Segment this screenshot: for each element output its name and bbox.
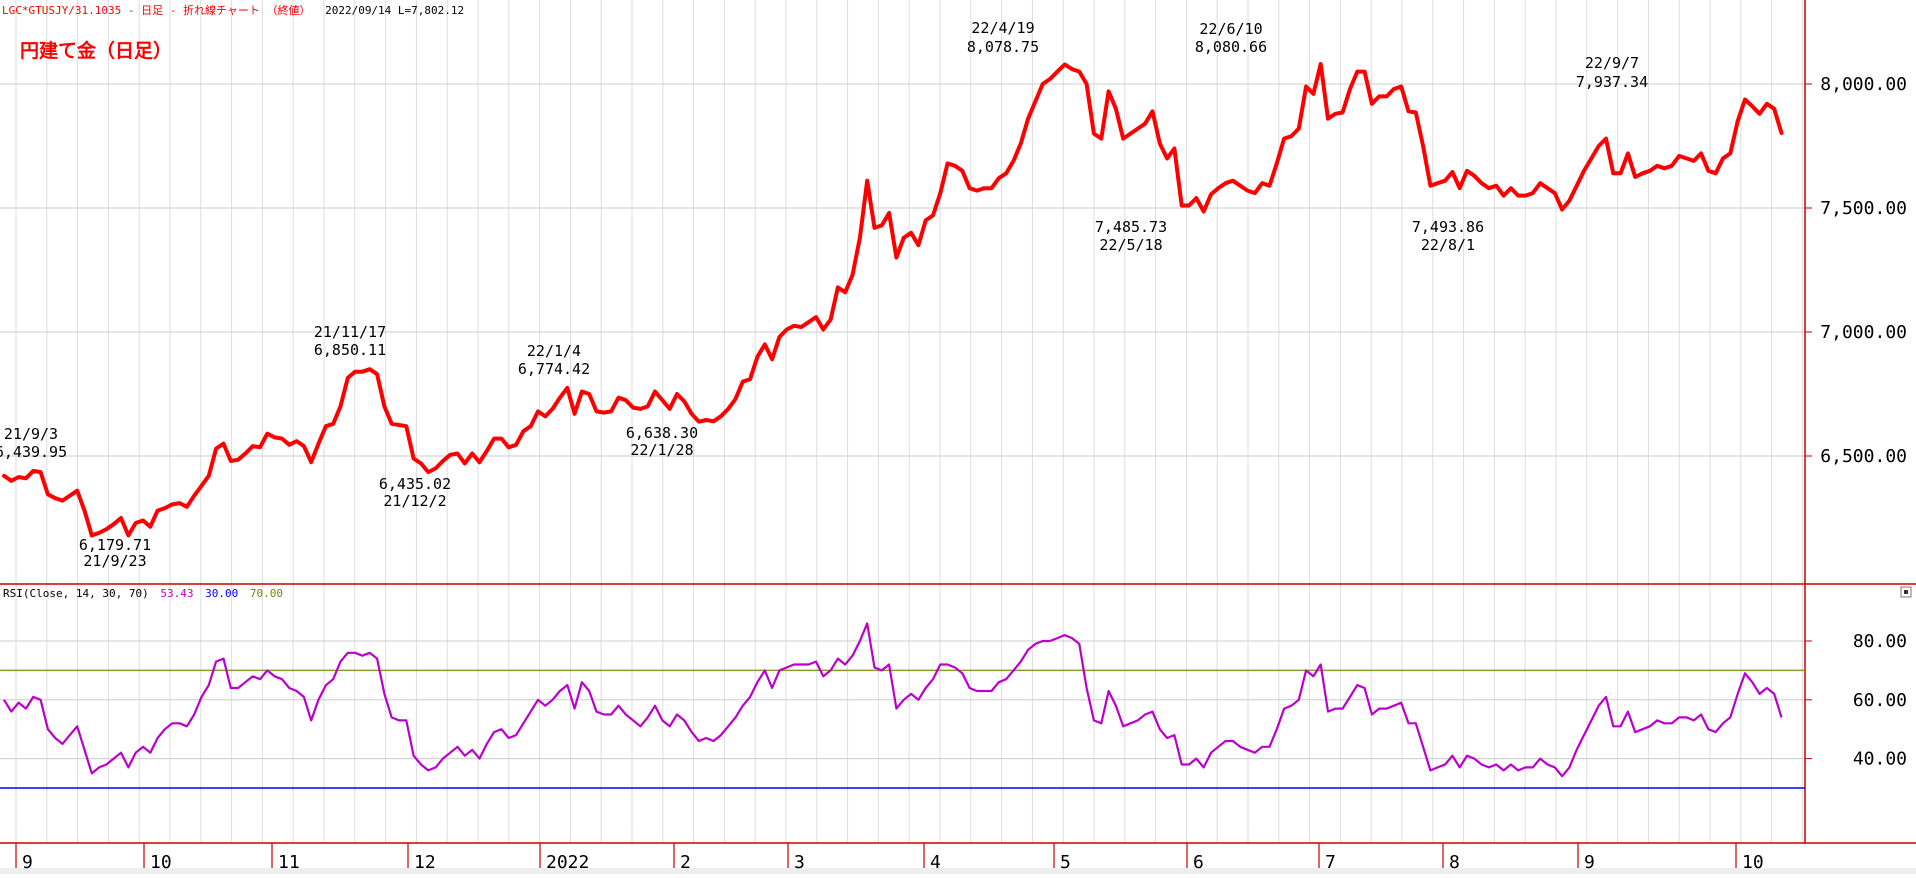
rsi-series-line xyxy=(3,622,1783,778)
x-tick-label: 11 xyxy=(278,852,300,873)
rsi-tick-label: 80.00 xyxy=(1853,631,1907,652)
rsi-header: RSI(Close, 14, 30, 70) 53.43 30.00 70.00 xyxy=(3,587,283,600)
series-layer xyxy=(2,62,1784,778)
annotation-value: 8,080.66 xyxy=(1195,38,1267,56)
x-tick-label: 5 xyxy=(1060,852,1071,873)
annotation-value: 7,485.73 xyxy=(1095,218,1167,236)
x-tick-label: 2022 xyxy=(546,852,589,873)
x-tick-label: 7 xyxy=(1325,852,1336,873)
price-tick-label: 7,000.00 xyxy=(1820,322,1907,343)
annotation-date: 22/4/19 xyxy=(971,19,1034,37)
chart-title: 円建て金（日足） xyxy=(20,39,172,62)
price-tick-label: 8,000.00 xyxy=(1820,74,1907,95)
rsi-lower-value: 30.00 xyxy=(205,587,238,600)
annotation-value: 7,493.86 xyxy=(1412,218,1484,236)
x-tick-label: 6 xyxy=(1193,852,1204,873)
x-tick-label: 2 xyxy=(680,852,691,873)
annotation-date: 22/9/7 xyxy=(1585,54,1639,72)
annotation-value: 7,937.34 xyxy=(1576,73,1648,91)
price-series-line xyxy=(2,62,1784,538)
bottom-border-lower xyxy=(0,868,1916,874)
rsi-tick-label: 60.00 xyxy=(1853,690,1907,711)
annotation-value: 6,435.02 xyxy=(379,475,451,493)
annotation-value: 6,850.11 xyxy=(314,341,386,359)
rsi-panel-close-glyph xyxy=(1904,590,1908,594)
annotation-value: 8,078.75 xyxy=(967,38,1039,56)
x-tick-label: 3 xyxy=(794,852,805,873)
rsi-tick-label: 40.00 xyxy=(1853,749,1907,770)
price-tick-label: 6,500.00 xyxy=(1820,446,1907,467)
x-tick-label: 10 xyxy=(150,852,172,873)
annotation-date: 22/6/10 xyxy=(1199,20,1262,38)
annotation-date: 21/12/2 xyxy=(383,492,446,510)
rsi-value: 53.43 xyxy=(160,587,193,600)
x-tick-label: 12 xyxy=(414,852,436,873)
annotation-value: 6,179.71 xyxy=(79,536,151,554)
x-tick-label: 10 xyxy=(1742,852,1764,873)
grid-layer xyxy=(0,0,1805,843)
rsi-upper-value: 70.00 xyxy=(250,587,283,600)
x-tick-label: 8 xyxy=(1449,852,1460,873)
annotation-date: 21/9/3 xyxy=(4,425,58,443)
annotation-date: 22/1/28 xyxy=(630,441,693,459)
price-tick-label: 7,500.00 xyxy=(1820,198,1907,219)
x-tick-label: 4 xyxy=(930,852,941,873)
rsi-reference-lines xyxy=(0,669,1805,789)
annotation-value: 6,774.42 xyxy=(518,360,590,378)
annotation-date: 22/8/1 xyxy=(1421,236,1475,254)
date-text: 2022/09/14 L=7,802.12 xyxy=(325,4,464,17)
symbol-header: LGC*GTUSJY/31.1035 - 日足 - 折れ線チャート （終値） 2… xyxy=(2,3,464,17)
annotation-date: 22/1/4 xyxy=(527,342,581,360)
x-tick-label: 9 xyxy=(22,852,33,873)
annotation-date: 22/5/18 xyxy=(1099,236,1162,254)
annotation-date: 21/9/23 xyxy=(83,552,146,570)
annotation-date: 21/11/17 xyxy=(314,323,386,341)
symbol-text: LGC*GTUSJY/31.1035 - 日足 - 折れ線チャート （終値） xyxy=(2,3,310,17)
rsi-label: RSI(Close, 14, 30, 70) xyxy=(3,587,149,600)
annotation-value: 6,638.30 xyxy=(626,424,698,442)
x-tick-label: 9 xyxy=(1584,852,1595,873)
annotation-value: 6,439.95 xyxy=(0,443,67,461)
tick-layer: 6,500.00 7,000.00 7,500.00 8,000.00 40.00 60.… xyxy=(15,74,1907,873)
annotation-layer: 21/9/36,439.95 21/9/236,179.71 21/11/176,8… xyxy=(0,19,1648,570)
